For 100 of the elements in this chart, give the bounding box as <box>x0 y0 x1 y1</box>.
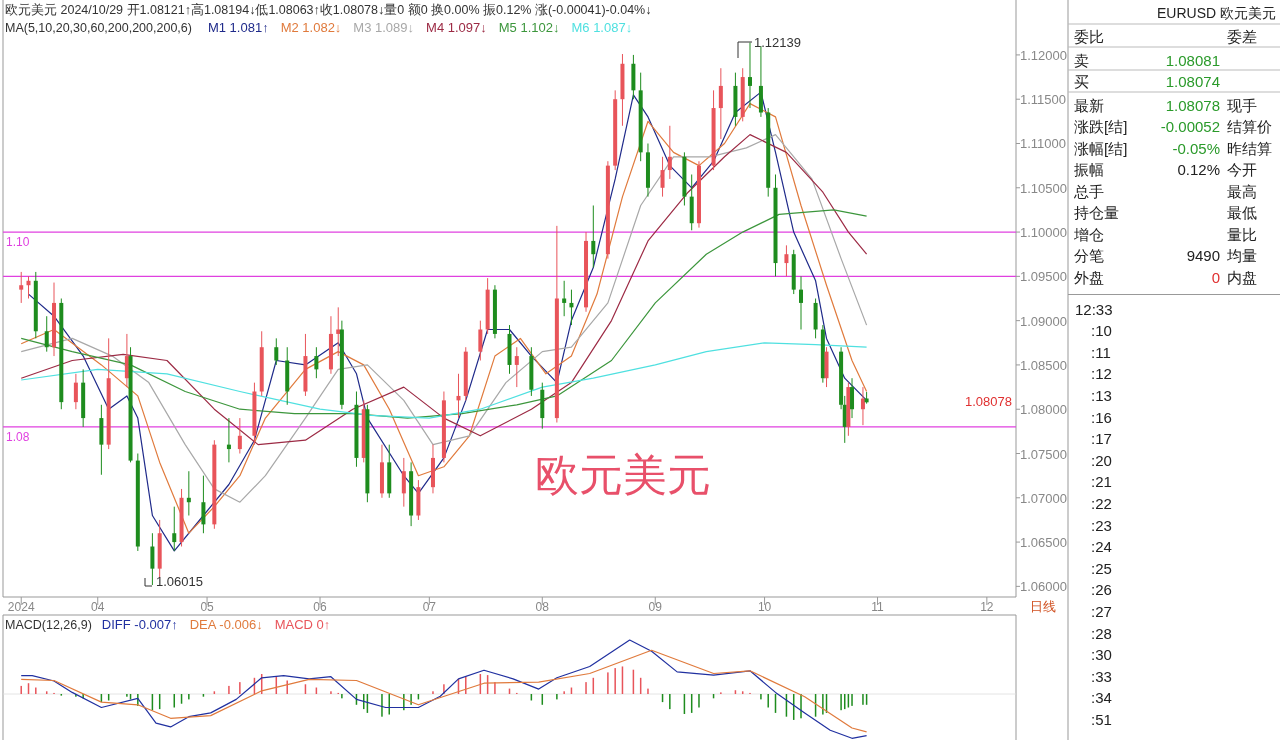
category-label: 现手 <box>1227 96 1257 114</box>
text: :27 <box>1091 602 1112 620</box>
category-label: 振幅 <box>1074 161 1104 178</box>
category-label: 最高 <box>1227 182 1257 200</box>
category-label: 增仓 <box>1074 225 1104 243</box>
text: M2 1.082↓ <box>280 20 342 35</box>
category-label: 卖 <box>1074 51 1089 69</box>
y-tick-label: 1.06000 <box>1020 579 1067 595</box>
candlestick <box>591 205 596 268</box>
category-label: 持仓量 <box>1074 204 1119 221</box>
text: :24 <box>1091 538 1112 556</box>
chart-title: MACD(12,26,9) <box>5 618 92 632</box>
text: DEA -0.006↓ <box>189 617 263 632</box>
text: MA(5,10,20,30,60,200,200,200,6) <box>5 21 192 35</box>
text: M3 1.089↓ <box>353 20 415 35</box>
candlestick <box>314 346 319 379</box>
text: 9490 <box>1186 247 1220 264</box>
y-tick-label: 1.08000 <box>1020 402 1067 418</box>
text: :11 <box>1091 343 1111 361</box>
x-tick-label: 09 <box>648 600 663 614</box>
text: :51 <box>1091 710 1112 728</box>
y-tick-label: 1.09500 <box>1020 269 1067 285</box>
candlestick <box>784 244 789 277</box>
candlestick <box>514 346 519 388</box>
text: 0.12% <box>1177 161 1220 178</box>
text: :13 <box>1091 386 1112 404</box>
candlestick <box>172 506 177 552</box>
category-label: 分笔 <box>1074 247 1104 264</box>
text: 12:33 <box>1075 300 1113 318</box>
y-tick-label: 1.07500 <box>1020 446 1067 462</box>
category-label: 总手 <box>1074 182 1104 200</box>
category-label: 买 <box>1074 73 1089 90</box>
candlestick <box>860 386 865 426</box>
y-tick-label: 1.10000 <box>1020 225 1067 241</box>
text: :30 <box>1091 646 1112 664</box>
candlestick <box>799 275 804 330</box>
category-label: 涨跌[结] <box>1074 118 1128 135</box>
annotation: 1.08078 <box>965 394 1012 409</box>
candlestick <box>44 315 49 353</box>
candlestick <box>124 333 129 388</box>
category-label: 结算价 <box>1227 118 1272 135</box>
candlestick <box>19 271 24 304</box>
x-tick-label: 2024 <box>7 600 35 614</box>
y-tick-label: 1.10500 <box>1020 180 1067 196</box>
text: :25 <box>1091 559 1112 577</box>
x-tick-label: 08 <box>535 600 550 614</box>
x-tick-label: 07 <box>422 600 437 614</box>
y-tick-label: 1.11000 <box>1020 136 1067 152</box>
text: :28 <box>1091 624 1112 642</box>
candlestick <box>401 457 406 508</box>
text: -0.05% <box>1172 139 1220 157</box>
text: 日线 <box>1030 599 1056 614</box>
chart-title: 欧元美元 2024/10/29 开1.08121↑高1.08194↓低1.08063↑收1.08078↓量0 额0 换0.00% 振0.12% 涨(-0.00041)-0.04%↓ <box>5 2 652 17</box>
y-tick-label: 1.11500 <box>1020 92 1067 108</box>
category-label: 昨结算 <box>1227 139 1272 157</box>
candlestick <box>667 125 672 180</box>
category-label: 量比 <box>1227 225 1257 243</box>
candlestick <box>748 42 752 109</box>
y-tick-label: 1.08500 <box>1020 357 1067 373</box>
category-label: 最新 <box>1074 96 1104 114</box>
x-tick-label: 04 <box>91 600 105 614</box>
text: 1.08074 <box>1165 73 1220 90</box>
candlestick <box>150 532 155 586</box>
text: M1 1.081↑ <box>207 20 269 35</box>
candlestick <box>73 373 78 410</box>
text: :20 <box>1091 451 1112 469</box>
text: :34 <box>1091 689 1112 707</box>
category-label: 内盘 <box>1227 268 1257 286</box>
category-label: 委比 <box>1074 28 1104 45</box>
x-tick-label: 10 <box>757 600 772 614</box>
x-tick-label: 05 <box>200 600 215 614</box>
text: -0.00052 <box>1160 118 1220 135</box>
x-tick-label: 06 <box>313 600 328 614</box>
category-label: 最低 <box>1227 204 1257 221</box>
text: :26 <box>1091 581 1112 599</box>
text: 1.08081 <box>1165 51 1220 69</box>
annotation: 1.06015 <box>156 574 203 589</box>
annotation: 1.12139 <box>754 35 801 50</box>
x-tick-label: 12 <box>980 600 994 614</box>
text: M4 1.097↓ <box>426 20 487 35</box>
y-tick-label: 1.07000 <box>1020 490 1067 506</box>
text: :17 <box>1091 430 1112 448</box>
text: :16 <box>1091 408 1112 426</box>
y-tick-label: 1.12000 <box>1020 47 1067 63</box>
text: 1.08078 <box>1165 96 1220 114</box>
category-label: 外盘 <box>1074 268 1104 286</box>
text: M5 1.102↓ <box>498 20 560 35</box>
candlestick <box>660 156 665 198</box>
candlestick <box>718 67 723 140</box>
y-tick-label: 1.09000 <box>1020 313 1067 329</box>
text: :10 <box>1091 322 1112 340</box>
annotation: 欧元美元 <box>535 450 711 499</box>
text: DIFF -0.007↑ <box>101 617 178 632</box>
text: :21 <box>1091 473 1112 491</box>
text: EURUSD 欧元美元 <box>1156 5 1276 21</box>
category-label: 涨幅[结] <box>1074 139 1128 157</box>
category-label: 今开 <box>1227 161 1257 178</box>
candlestick <box>274 337 279 366</box>
text: 0 <box>1211 268 1220 286</box>
text: :33 <box>1091 667 1112 685</box>
